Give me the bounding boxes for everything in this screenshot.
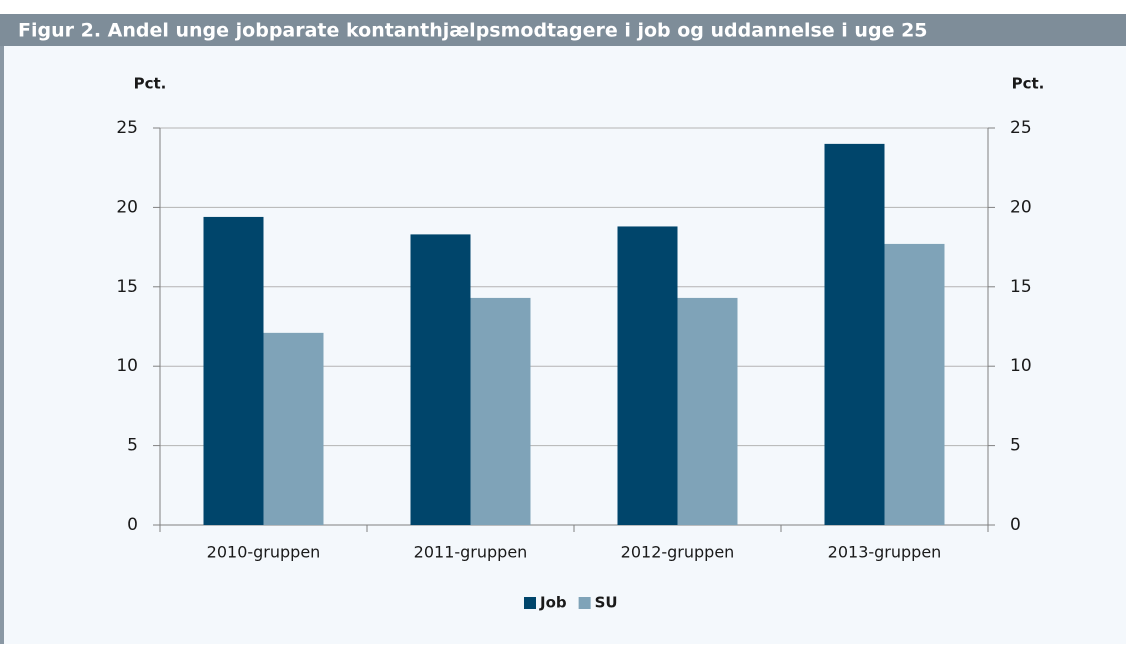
y2-tick-label: 5	[1010, 436, 1021, 456]
x-tick-label: 2013-gruppen	[828, 543, 942, 562]
y-tick-label: 25	[116, 118, 138, 138]
bar	[617, 226, 678, 525]
y2-tick-label: 0	[1010, 515, 1021, 535]
x-tick-label: 2010-gruppen	[207, 543, 321, 562]
panel-border	[0, 14, 4, 644]
y-tick-label: 0	[127, 515, 138, 535]
legend-swatch	[578, 597, 591, 609]
y-tick-label: 5	[127, 436, 138, 456]
y2-axis-label: Pct.	[1012, 75, 1045, 93]
chart-title: Figur 2. Andel unge jobparate kontanthjæ…	[18, 20, 928, 42]
y-axis-label: Pct.	[134, 75, 167, 93]
y2-tick-label: 10	[1010, 356, 1032, 376]
y-tick-label: 20	[116, 197, 138, 217]
x-tick-label: 2011-gruppen	[414, 543, 528, 562]
legend-label: Job	[539, 594, 567, 612]
bar	[824, 143, 885, 525]
panel-background	[0, 14, 1126, 644]
y2-tick-label: 15	[1010, 277, 1032, 297]
title-bar	[0, 14, 1126, 46]
y-tick-label: 10	[116, 356, 138, 376]
bar	[263, 332, 324, 525]
legend-label: SU	[595, 594, 618, 612]
x-tick-label: 2012-gruppen	[621, 543, 735, 562]
bar	[203, 216, 264, 526]
bar	[884, 243, 945, 525]
legend-swatch	[524, 597, 536, 609]
y-tick-label: 15	[116, 277, 138, 297]
bar	[677, 297, 738, 525]
bar	[470, 297, 531, 525]
y2-tick-label: 25	[1010, 118, 1032, 138]
bar	[410, 234, 471, 525]
y2-tick-label: 20	[1010, 197, 1032, 217]
